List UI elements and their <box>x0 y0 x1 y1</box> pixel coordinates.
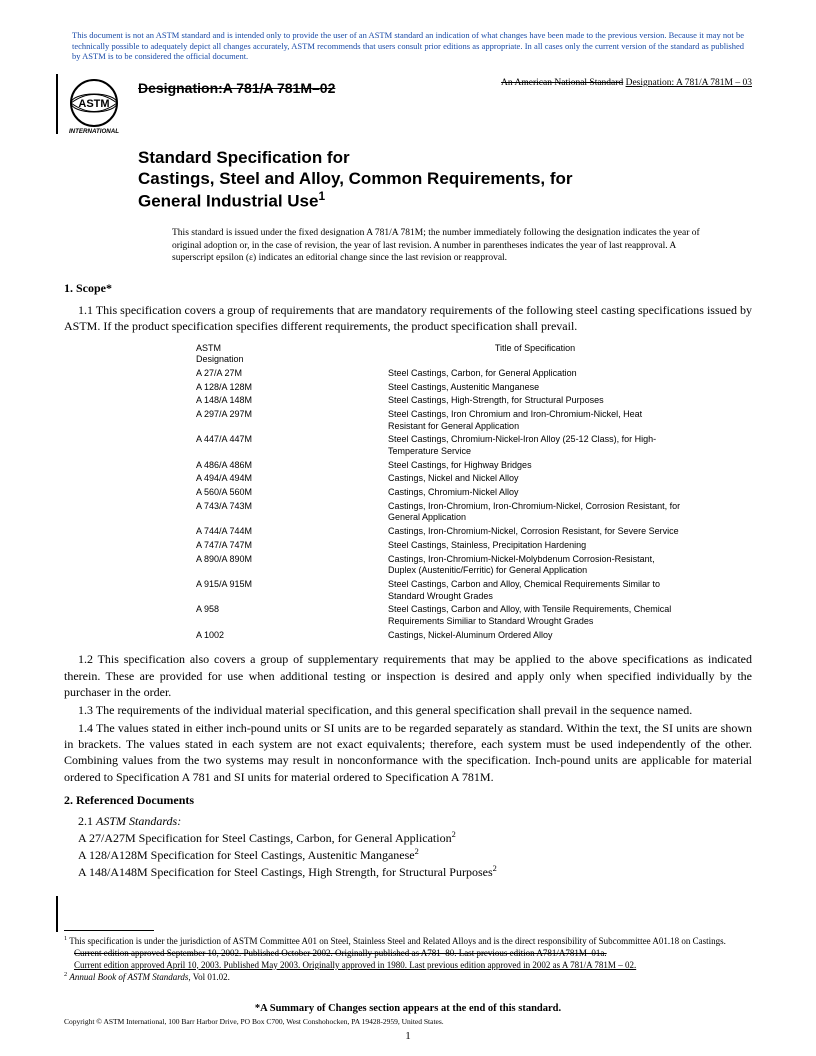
svg-text:INTERNATIONAL: INTERNATIONAL <box>69 128 119 135</box>
summary-note: *A Summary of Changes section appears at… <box>0 1003 816 1014</box>
para-1-3: 1.3 The requirements of the individual m… <box>64 702 752 718</box>
table-row: A 297/A 297MSteel Castings, Iron Chromiu… <box>196 409 682 432</box>
astm-logo: ASTM INTERNATIONAL <box>64 76 124 136</box>
change-bar <box>56 896 58 932</box>
table-row: A 915/A 915MSteel Castings, Carbon and A… <box>196 579 682 602</box>
table-row: A 747/A 747MSteel Castings, Stainless, P… <box>196 540 682 552</box>
header-row: ASTM INTERNATIONAL Designation:A 781/A 7… <box>64 76 752 136</box>
change-bar <box>56 74 58 134</box>
table-row: A 1002Castings, Nickel-Aluminum Ordered … <box>196 630 682 642</box>
ref-sub: 2.1 ASTM Standards: <box>64 814 752 829</box>
ref-line: A 148/A148M Specification for Steel Cast… <box>64 864 752 880</box>
designation-block: Designation:A 781/A 781M–02 An American … <box>138 76 752 88</box>
para-1-1: 1.1 This specification covers a group of… <box>64 302 752 334</box>
para-1-2: 1.2 This specification also covers a gro… <box>64 651 752 700</box>
document-title: Standard Specification for Castings, Ste… <box>138 148 752 213</box>
copyright: Copyright © ASTM International, 100 Barr… <box>64 1017 752 1026</box>
ref-line: A 128/A128M Specification for Steel Cast… <box>64 847 752 863</box>
table-row: A 128/A 128MSteel Castings, Austenitic M… <box>196 382 682 394</box>
table-row: A 494/A 494MCastings, Nickel and Nickel … <box>196 473 682 485</box>
ref-line: A 27/A27M Specification for Steel Castin… <box>64 830 752 846</box>
table-row: A 486/A 486MSteel Castings, for Highway … <box>196 460 682 472</box>
spec-table: ASTMDesignation Title of Specification A… <box>194 341 684 644</box>
table-row: A 743/A 743MCastings, Iron-Chromium, Iro… <box>196 501 682 524</box>
table-row: A 744/A 744MCastings, Iron-Chromium-Nick… <box>196 526 682 538</box>
table-row: A 890/A 890MCastings, Iron-Chromium-Nick… <box>196 554 682 577</box>
para-1-4: 1.4 The values stated in either inch-pou… <box>64 720 752 785</box>
footnotes: 1 This specification is under the jurisd… <box>64 930 752 984</box>
table-row: A 560/A 560MCastings, Chromium-Nickel Al… <box>196 487 682 499</box>
issuance-note: This standard is issued under the fixed … <box>172 227 712 265</box>
table-row: A 27/A 27MSteel Castings, Carbon, for Ge… <box>196 368 682 380</box>
disclaimer-text: This document is not an ASTM standard an… <box>64 30 752 62</box>
table-row: A 148/A 148MSteel Castings, High-Strengt… <box>196 395 682 407</box>
table-row: A 958Steel Castings, Carbon and Alloy, w… <box>196 604 682 627</box>
refdocs-heading: 2. Referenced Documents <box>64 793 752 808</box>
page-number: 1 <box>0 1030 816 1042</box>
svg-text:ASTM: ASTM <box>78 98 109 110</box>
table-row: A 447/A 447MSteel Castings, Chromium-Nic… <box>196 434 682 457</box>
scope-heading: 1. Scope* <box>64 281 752 296</box>
